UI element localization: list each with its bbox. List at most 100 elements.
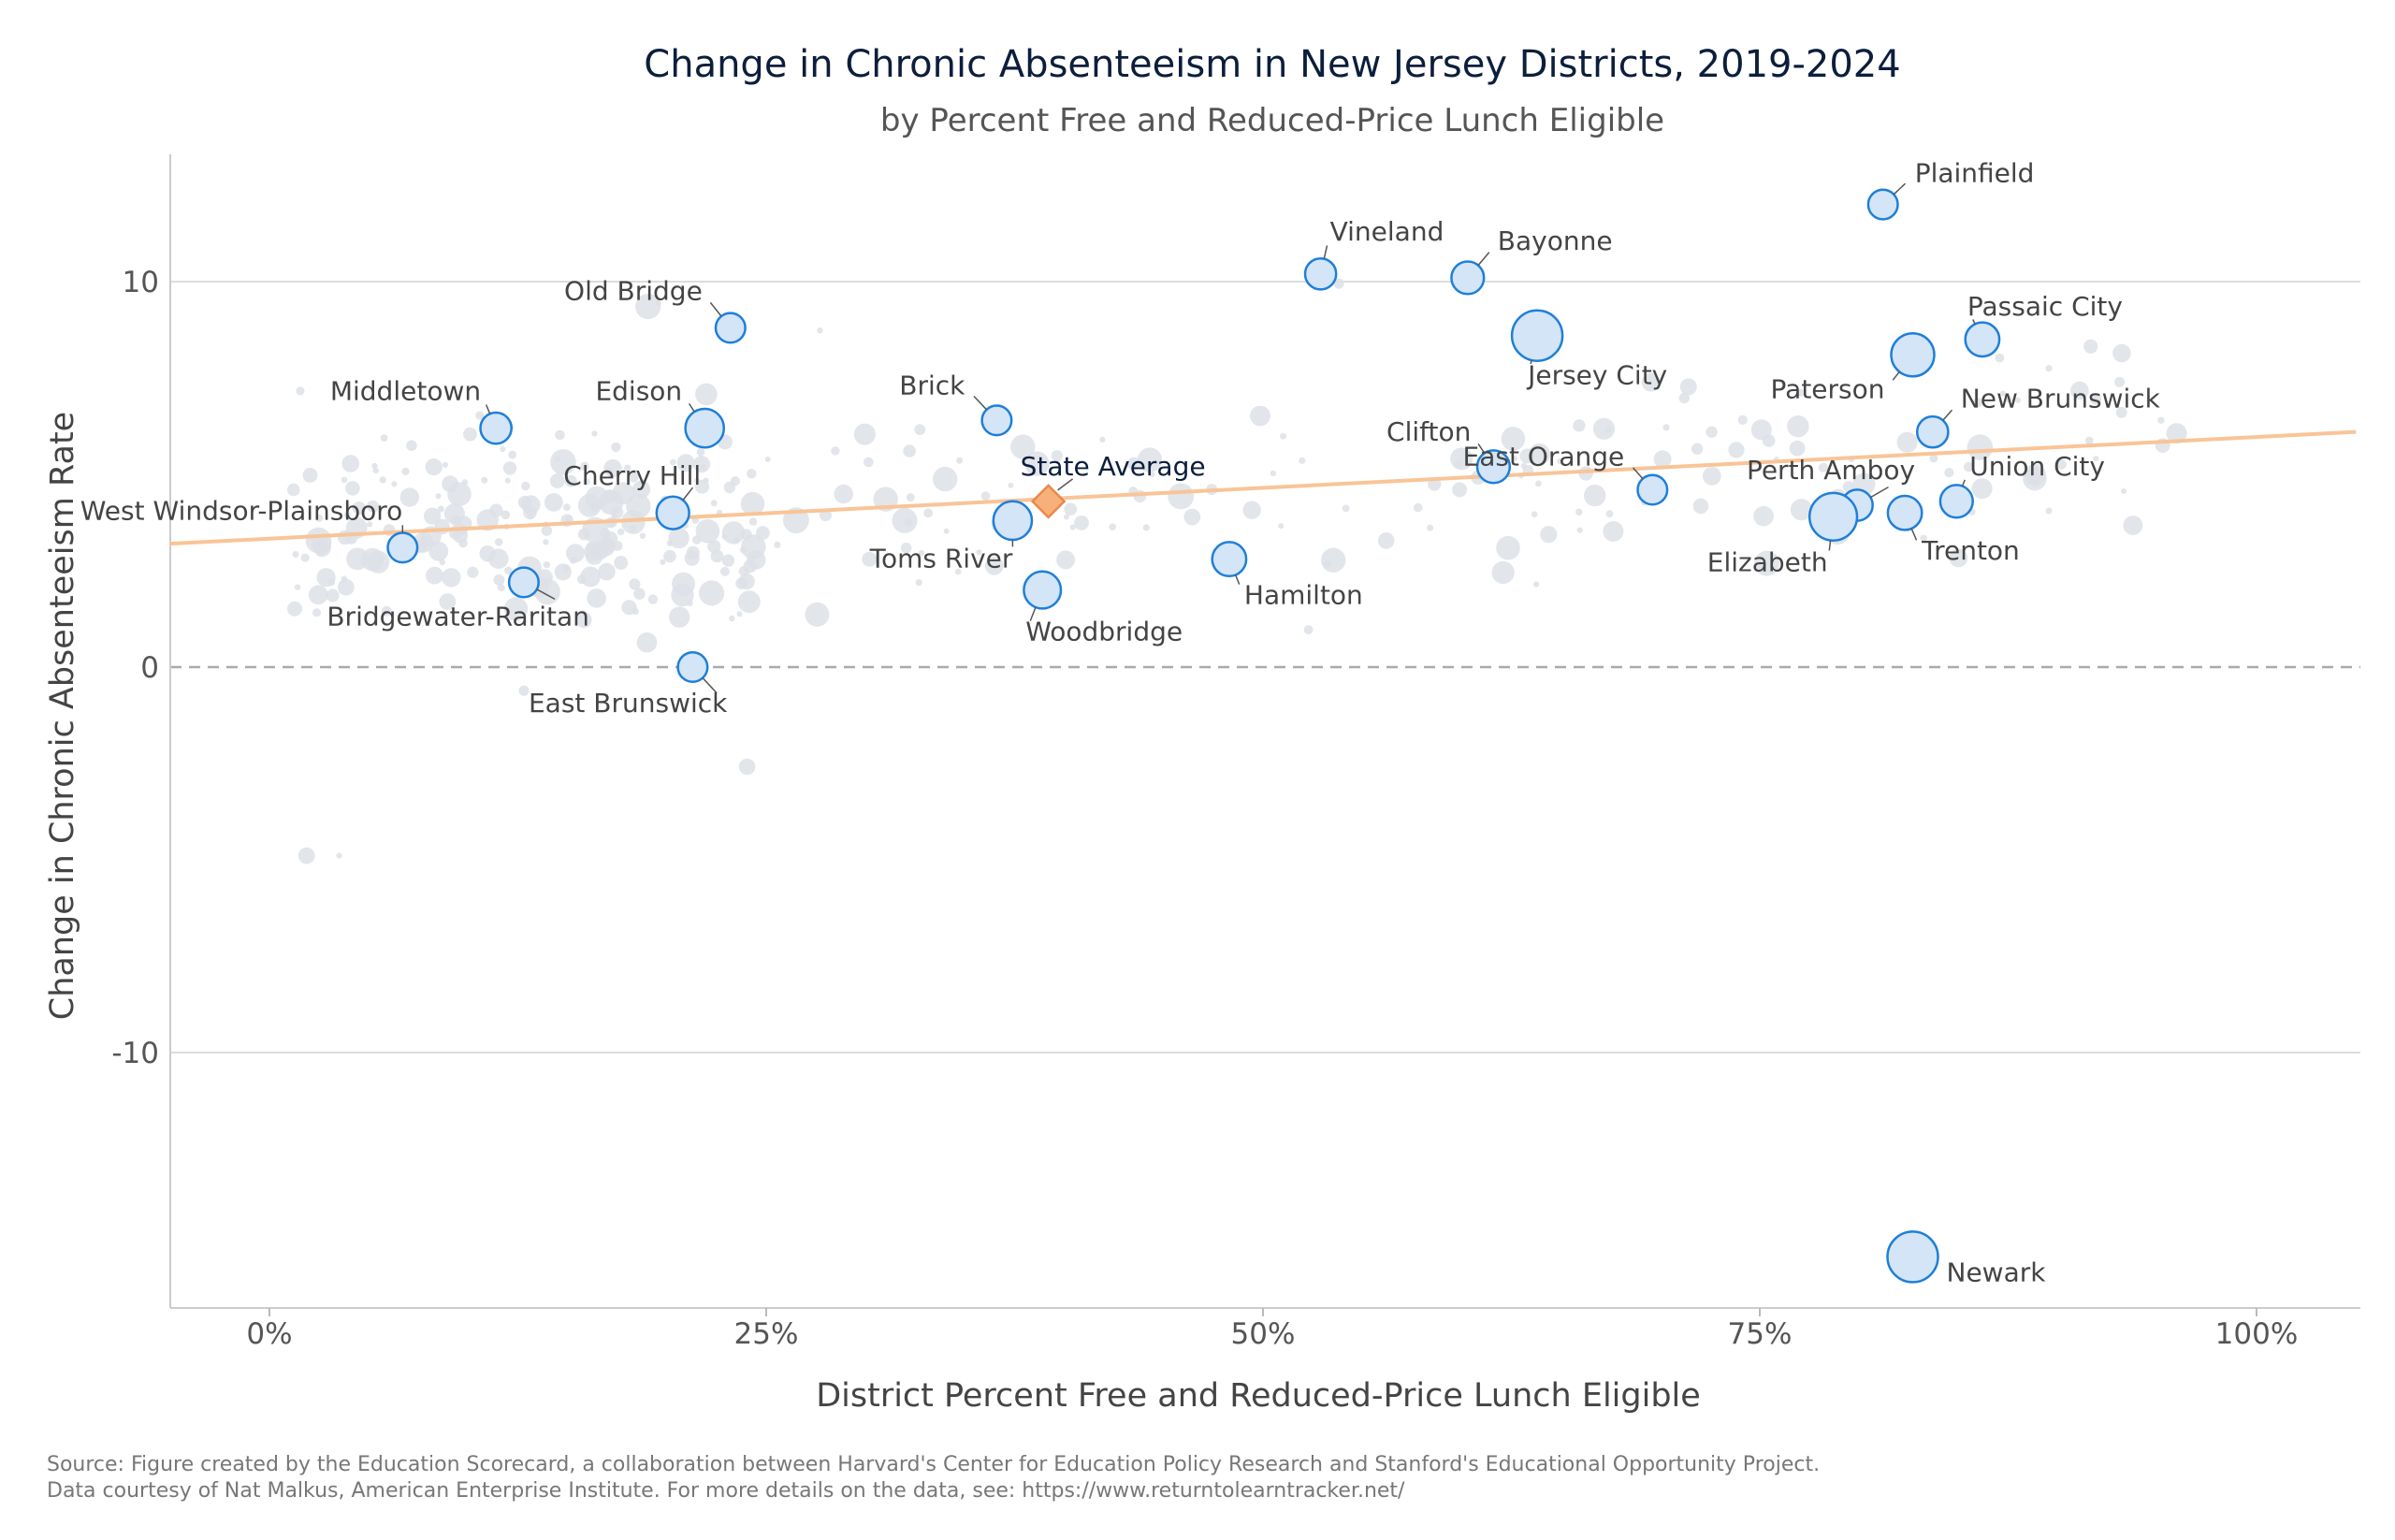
background-district-point xyxy=(1377,532,1395,549)
background-district-point xyxy=(1728,442,1745,458)
background-district-point xyxy=(743,559,757,574)
background-district-point xyxy=(730,475,741,487)
background-district-point xyxy=(488,548,509,569)
background-district-point xyxy=(696,447,705,457)
y-axis-label: Change in Chronic Absenteeism Rate xyxy=(44,412,81,1020)
label-leader-line xyxy=(1972,319,1976,325)
background-district-point xyxy=(2005,395,2012,403)
label-leader-line xyxy=(1893,182,1907,196)
background-district-point xyxy=(1270,470,1277,477)
background-district-point xyxy=(611,442,621,453)
label-leader-line xyxy=(1961,479,1966,487)
background-district-point xyxy=(1024,451,1050,476)
background-district-point xyxy=(710,500,718,507)
background-district-point xyxy=(1063,514,1069,520)
y-tick-label: 10 xyxy=(123,266,159,299)
background-district-point xyxy=(504,566,513,575)
district-point xyxy=(980,404,1013,437)
gridlines xyxy=(170,281,2360,1053)
background-district-point xyxy=(721,554,735,567)
background-district-point xyxy=(956,457,964,464)
label-leader-line xyxy=(1477,252,1490,267)
district-point xyxy=(1807,491,1859,542)
background-district-point xyxy=(544,493,563,512)
background-district-point xyxy=(1557,458,1563,465)
district-point xyxy=(1636,473,1669,506)
background-district-point xyxy=(345,481,360,496)
background-district-point xyxy=(1592,417,1616,440)
district-point xyxy=(507,566,540,599)
background-district-point xyxy=(467,566,479,578)
background-district-point xyxy=(341,575,347,582)
district-point xyxy=(714,312,747,344)
background-district-point xyxy=(670,458,676,466)
label-leader-line xyxy=(1892,370,1900,381)
district-point xyxy=(1510,309,1564,362)
background-district-point xyxy=(292,551,299,558)
background-district-point xyxy=(748,517,758,526)
label-leader-line xyxy=(682,487,694,501)
background-district-point xyxy=(298,847,315,864)
background-district-point xyxy=(2093,456,2099,462)
background-district-point xyxy=(550,449,576,475)
background-district-point xyxy=(805,602,830,627)
district-labels: Plainfield Vineland Bayonne Old Bridge Jerse… xyxy=(80,158,2161,1288)
background-district-point xyxy=(1789,440,1806,457)
background-district-point xyxy=(598,562,616,581)
chart-title: Change in Chronic Absenteeism in New Jer… xyxy=(644,43,1900,86)
background-district-point xyxy=(733,537,740,545)
district-point xyxy=(1211,541,1248,578)
background-district-point xyxy=(2083,339,2098,354)
background-district-point xyxy=(1679,378,1697,396)
district-label: Edison xyxy=(595,376,682,407)
background-district-point xyxy=(1964,461,1974,472)
background-district-point xyxy=(2121,488,2127,494)
background-district-point xyxy=(2123,516,2143,535)
background-district-point xyxy=(1896,431,1918,453)
district-label: Plainfield xyxy=(1915,158,2035,189)
background-district-point xyxy=(1126,457,1140,471)
y-tick-label: 0 xyxy=(140,651,159,685)
background-district-point xyxy=(367,550,390,574)
background-district-point xyxy=(588,502,600,513)
background-district-point xyxy=(1149,472,1155,478)
background-district-point xyxy=(1137,447,1163,472)
background-district-point xyxy=(663,549,676,563)
background-district-point xyxy=(1949,548,1968,568)
background-district-point xyxy=(627,471,639,483)
background-district-point xyxy=(475,411,485,420)
background-district-point xyxy=(425,458,443,476)
district-label: Jersey City xyxy=(1526,360,1667,391)
background-district-point xyxy=(575,612,592,629)
label-leader-line xyxy=(1235,574,1241,585)
background-district-point xyxy=(774,541,781,549)
highlighted-districts xyxy=(386,188,2001,1284)
background-district-point xyxy=(447,482,472,506)
district-label: Vineland xyxy=(1330,216,1444,247)
background-district-point xyxy=(338,578,355,596)
background-district-point xyxy=(294,584,301,590)
background-district-point xyxy=(617,528,625,536)
background-district-point xyxy=(2115,406,2127,418)
background-district-point xyxy=(862,551,878,567)
district-label: Clifton xyxy=(1386,416,1471,447)
background-district-point xyxy=(576,574,587,585)
background-district-point xyxy=(554,563,572,581)
background-district-point xyxy=(980,491,991,501)
district-label: Old Bridge xyxy=(564,275,703,306)
district-label: Elizabeth xyxy=(1707,546,1828,577)
background-district-point xyxy=(312,608,322,617)
background-district-point xyxy=(1452,482,1468,498)
background-district-point xyxy=(501,510,511,520)
background-district-point xyxy=(737,590,761,614)
background-district-point xyxy=(1299,457,1306,464)
background-district-point xyxy=(1790,499,1813,521)
label-leader-line xyxy=(702,677,718,694)
background-district-point xyxy=(1496,535,1520,560)
background-district-point xyxy=(635,294,661,320)
source-note-line-2: Data courtesy of Nat Malkus, American En… xyxy=(47,1479,1405,1503)
background-district-point xyxy=(1109,523,1116,531)
background-district-point xyxy=(686,545,700,559)
district-label: Cherry Hill xyxy=(563,460,701,491)
background-district-point xyxy=(578,528,590,541)
